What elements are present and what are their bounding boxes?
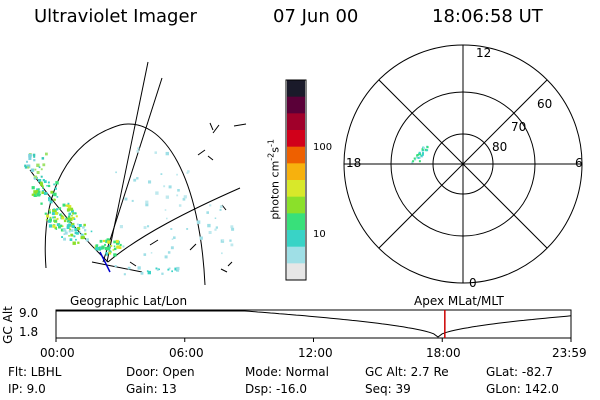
footer-door: Door: Open xyxy=(126,365,195,379)
footer-filter: Flt: LBHL xyxy=(8,365,62,379)
mlt-label-0: 0 xyxy=(469,276,477,290)
colorbar-unit-label: photon cm-2s-1 xyxy=(266,139,282,220)
map-meridian xyxy=(107,187,241,263)
footer-seq: Seq: 39 xyxy=(365,382,411,396)
colorbar-swatch xyxy=(287,130,305,148)
altitude-y-tick-1-8: 1.8 xyxy=(19,325,39,339)
colorbar-swatch xyxy=(287,246,305,264)
altitude-x-ticks xyxy=(55,338,572,342)
colorbar-swatch xyxy=(287,180,305,198)
footer-mode: Mode: Normal xyxy=(245,365,329,379)
colorbar-swatch xyxy=(287,146,305,164)
polar-emission xyxy=(411,145,429,164)
map-meridian xyxy=(102,77,163,263)
colorbar-tick-100: 100 xyxy=(313,142,333,153)
lat-label-70: 70 xyxy=(511,120,527,134)
colorbar-swatch xyxy=(287,230,305,248)
mlt-label-18: 18 xyxy=(346,156,362,170)
polar-plot xyxy=(343,44,583,284)
altitude-plot xyxy=(55,309,572,342)
altitude-x-tick-2359: 23:59 xyxy=(552,346,587,360)
footer-gc-alt: GC Alt: 2.7 Re xyxy=(365,365,449,379)
auroral-emission xyxy=(24,147,235,276)
colorbar-swatch xyxy=(287,80,305,98)
colorbar-swatch xyxy=(287,213,305,231)
date-label: 07 Jun 00 xyxy=(273,6,359,27)
map-meridian xyxy=(106,61,149,263)
time-label: 18:06:58 UT xyxy=(432,6,543,27)
geographic-label: Geographic Lat/Lon xyxy=(70,294,188,308)
altitude-x-tick-0600: 06:00 xyxy=(169,346,204,360)
colorbar xyxy=(285,79,307,281)
lat-label-60: 60 xyxy=(537,97,553,111)
footer-glon: GLon: 142.0 xyxy=(486,382,559,396)
altitude-x-tick-1800: 18:00 xyxy=(426,346,461,360)
altitude-x-tick-0000: 00:00 xyxy=(40,346,75,360)
altitude-x-tick-1200: 12:00 xyxy=(298,346,333,360)
colorbar-swatch xyxy=(287,196,305,214)
footer-ip: IP: 9.0 xyxy=(8,382,46,396)
polar-diagonal xyxy=(378,79,548,249)
map-grid-ellipse xyxy=(44,123,206,286)
colorbar-swatch xyxy=(287,96,305,114)
apex-label: Apex MLat/MLT xyxy=(414,294,504,308)
altitude-axis-title: GC Alt xyxy=(1,306,15,344)
mlt-label-6: 6 xyxy=(575,156,583,170)
map-meridian xyxy=(91,261,143,273)
colorbar-swatch xyxy=(287,163,305,181)
lat-label-80: 80 xyxy=(492,140,508,154)
instrument-title: Ultraviolet Imager xyxy=(34,6,197,27)
mlt-label-12: 12 xyxy=(476,46,492,60)
colorbar-swatch xyxy=(287,263,305,281)
colorbar-tick-10: 10 xyxy=(313,229,326,240)
colorbar-swatch xyxy=(287,113,305,131)
coastline xyxy=(129,122,247,273)
footer-gain: Gain: 13 xyxy=(126,382,177,396)
geographic-map xyxy=(29,61,247,286)
map-view-line xyxy=(99,251,111,273)
altitude-curve xyxy=(56,310,572,338)
footer-glat: GLat: -82.7 xyxy=(486,365,553,379)
footer-dsp: Dsp: -16.0 xyxy=(245,382,308,396)
altitude-y-tick-9: 9.0 xyxy=(19,306,39,320)
